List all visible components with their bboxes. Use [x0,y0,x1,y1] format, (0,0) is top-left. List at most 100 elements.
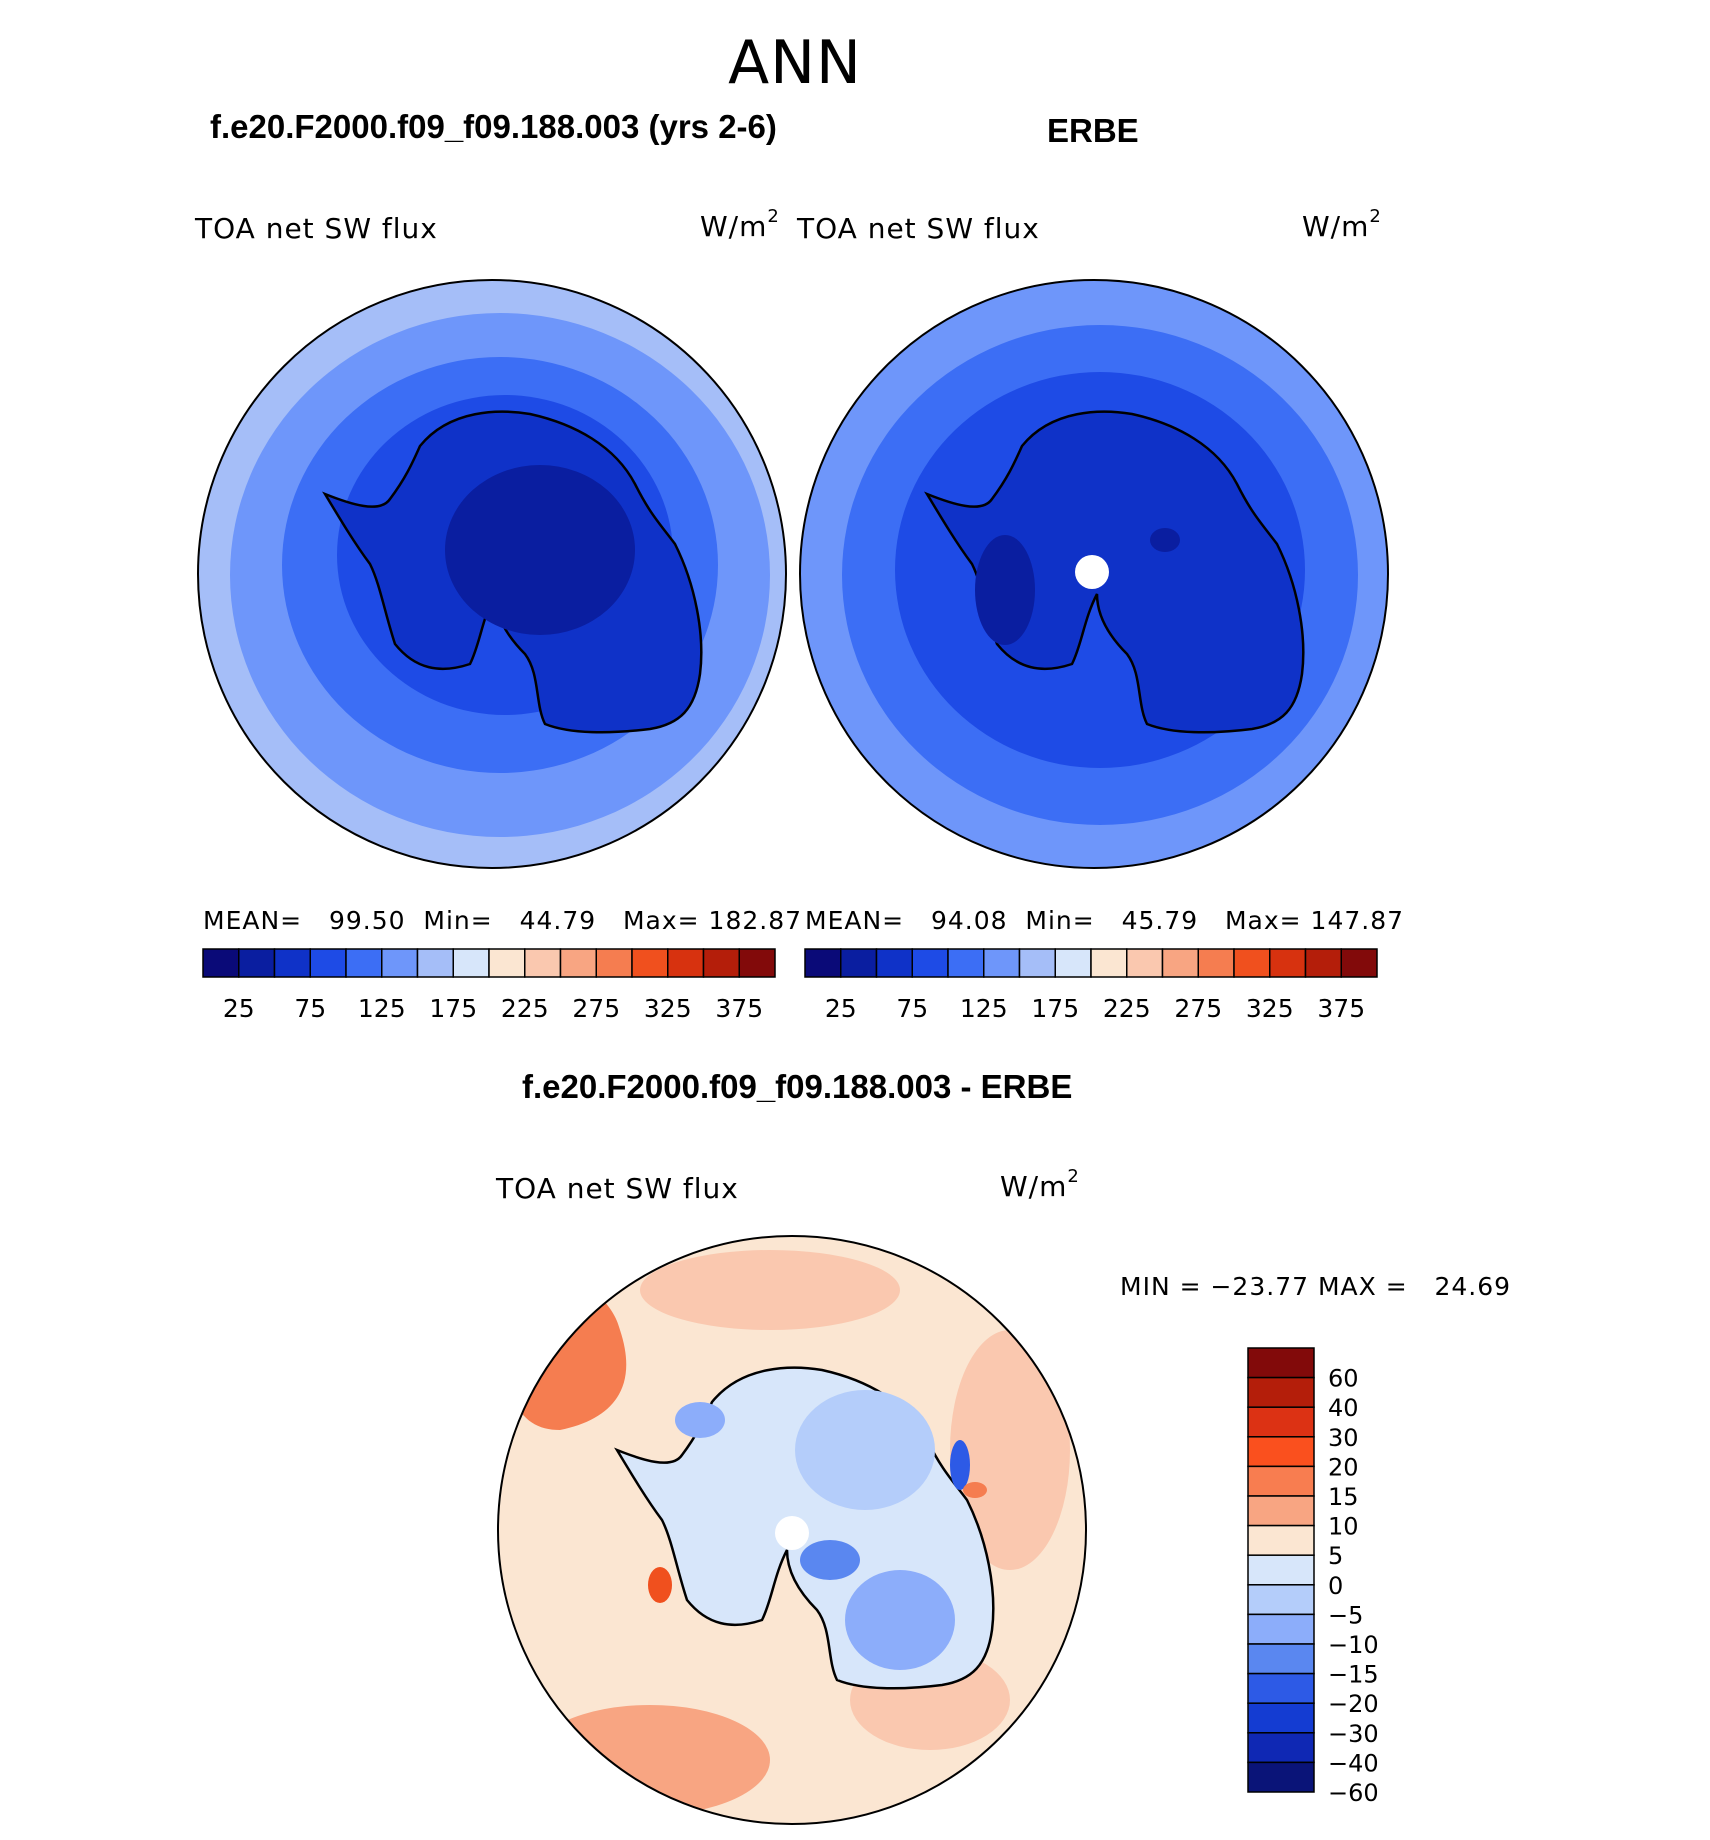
diff-colorbar-tick-label: 5 [1328,1542,1343,1570]
obs-colorbar-box [1269,948,1307,978]
diff-colorbar-box [1247,1672,1315,1704]
obs-stats-text: MEAN= 94.08 Min= 45.79 Max= 147.87 [805,906,1405,935]
model-colorbar-box [238,948,276,978]
model-colorbar-box [667,948,705,978]
diff-colorbar-box [1247,1406,1315,1438]
diff-colorbar-tick-label: −30 [1328,1720,1379,1748]
obs-colorbar-box [804,948,842,978]
diff-colorbar-box [1247,1347,1315,1379]
obs-colorbar-box [1233,948,1271,978]
model-colorbar-box [524,948,562,978]
model-colorbar-box [595,948,633,978]
obs-colorbar-box [911,948,949,978]
obs-colorbar: 25 75 125 175 225 275 325 375 [804,948,1378,1023]
obs-polar-map [799,279,1389,869]
obs-colorbar-tick-label: 75 [896,994,928,1023]
model-variable-label: TOA net SW flux [195,212,438,245]
diff-colorbar-box [1247,1554,1315,1586]
diff-variable-label: TOA net SW flux [496,1172,739,1205]
obs-colorbar-box [1018,948,1056,978]
diff-polar-hole [775,1516,809,1550]
model-colorbar-tick-label: 25 [223,994,255,1023]
diff-colorbar-box [1247,1613,1315,1645]
obs-units-label: W/m2 [1302,206,1382,243]
model-colorbar: 25 75 125 175 225 275 325 375 [202,948,776,1023]
diff-units-label: W/m2 [1000,1166,1080,1203]
diff-colorbar-tick-label: −5 [1328,1601,1363,1629]
model-polar-map [197,279,787,869]
obs-colorbar-box [1090,948,1128,978]
diff-colorbar-box [1247,1465,1315,1497]
model-colorbar-tick-label: 125 [358,994,406,1023]
obs-colorbar-box [1197,948,1235,978]
obs-colorbar-box [840,948,878,978]
diff-colorbar-tick-label: −60 [1328,1779,1379,1807]
diff-colorbar-box [1247,1524,1315,1556]
obs-colorbar-box [875,948,913,978]
diff-colorbar-tick-label: −40 [1328,1749,1379,1777]
diff-colorbar-tick-label: 60 [1328,1365,1359,1393]
obs-polar-hole [1075,555,1109,589]
model-colorbar-box [345,948,383,978]
obs-colorbar-tick-label: 325 [1246,994,1294,1023]
model-colorbar-tick-label: 225 [501,994,549,1023]
model-colorbar-tick-label: 75 [294,994,326,1023]
obs-colorbar-tick-label: 125 [960,994,1008,1023]
model-colorbar-box [559,948,597,978]
diff-colorbar-tick-label: −15 [1328,1661,1379,1689]
diff-colorbar-box [1247,1732,1315,1764]
obs-colorbar-tick-label: 375 [1317,994,1365,1023]
model-colorbar-box [381,948,419,978]
model-colorbar-box [738,948,776,978]
diff-colorbar-tick-label: −20 [1328,1690,1379,1718]
diff-minmax-text: MIN = −23.77 MAX = 24.69 [1120,1272,1512,1301]
obs-variable-label: TOA net SW flux [797,212,1040,245]
diff-panel-title: f.e20.F2000.f09_f09.188.003 - ERBE [522,1068,1073,1105]
model-colorbar-box [452,948,490,978]
model-colorbar-box [416,948,454,978]
model-colorbar-tick-label: 375 [715,994,763,1023]
diff-colorbar-box [1247,1702,1315,1734]
diff-colorbar-tick-label: −10 [1328,1631,1379,1659]
diff-colorbar-box [1247,1436,1315,1468]
model-colorbar-box [631,948,669,978]
diff-colorbar-box [1247,1643,1315,1675]
obs-colorbar-box [1161,948,1199,978]
model-colorbar-tick-label: 325 [644,994,692,1023]
diff-colorbar-tick-label: 15 [1328,1483,1359,1511]
diff-colorbar-tick-label: 30 [1328,1424,1359,1452]
diff-colorbar-box [1247,1761,1315,1793]
model-panel-title: f.e20.F2000.f09_f09.188.003 (yrs 2-6) [210,108,777,145]
obs-panel-title: ERBE [1047,112,1139,149]
diff-colorbar-box [1247,1376,1315,1408]
model-colorbar-box [702,948,740,978]
model-stats-text: MEAN= 99.50 Min= 44.79 Max= 182.87 [203,906,803,935]
obs-colorbar-box [983,948,1021,978]
model-colorbar-box [273,948,311,978]
diff-colorbar-box [1247,1495,1315,1527]
obs-colorbar-box [1340,948,1378,978]
obs-colorbar-tick-label: 225 [1103,994,1151,1023]
obs-colorbar-tick-label: 175 [1031,994,1079,1023]
model-colorbar-tick-label: 175 [429,994,477,1023]
obs-colorbar-box [1054,948,1092,978]
model-colorbar-box [202,948,240,978]
obs-colorbar-box [947,948,985,978]
model-colorbar-box [309,948,347,978]
model-colorbar-box [488,948,526,978]
diff-colorbar-tick-label: 40 [1328,1394,1359,1422]
obs-colorbar-box [1126,948,1164,978]
season-title: ANN [728,28,862,98]
diff-colorbar-tick-label: 10 [1328,1513,1359,1541]
diff-colorbar-box [1247,1584,1315,1616]
obs-colorbar-tick-label: 275 [1174,994,1222,1023]
model-units-label: W/m2 [700,206,780,243]
diff-polar-map [497,1235,1087,1825]
model-low-flux-core [445,465,635,635]
diff-colorbar-tick-label: 0 [1328,1572,1343,1600]
obs-colorbar-tick-label: 25 [825,994,857,1023]
diff-colorbar-tick-label: 20 [1328,1453,1359,1481]
model-colorbar-tick-label: 275 [572,994,620,1023]
obs-colorbar-box [1304,948,1342,978]
